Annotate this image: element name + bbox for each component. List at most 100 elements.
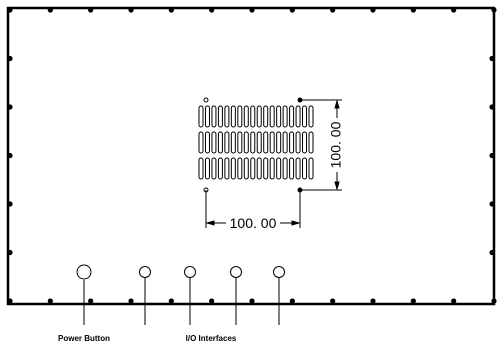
mounting-hole — [451, 7, 457, 13]
vent-slot — [224, 131, 230, 154]
vent-slot — [237, 157, 243, 180]
vent-slot — [276, 157, 282, 180]
mounting-hole — [7, 104, 13, 110]
vent-slot — [256, 157, 262, 180]
power-button — [76, 264, 92, 280]
vent-slot — [263, 131, 269, 154]
mounting-hole — [489, 55, 495, 62]
mounting-hole — [47, 298, 53, 304]
vent-slot — [224, 157, 230, 180]
vent-slot — [250, 157, 256, 180]
power-button-label: Power Button — [58, 334, 110, 343]
vent-slot — [217, 131, 223, 154]
mounting-hole — [289, 298, 295, 304]
vent-slot — [217, 157, 223, 180]
mounting-hole — [7, 298, 13, 304]
mounting-hole — [491, 298, 497, 304]
vent-slot — [224, 105, 230, 128]
mounting-hole — [410, 7, 416, 13]
vent-slot — [198, 105, 204, 128]
mounting-hole — [370, 7, 376, 13]
horizontal-dimension-label: 100. 00 — [230, 215, 277, 231]
vent-slot — [198, 157, 204, 180]
io-port-3 — [230, 266, 242, 278]
mounting-hole — [451, 298, 457, 304]
io-port-4 — [273, 266, 285, 278]
mounting-hole — [7, 55, 13, 62]
io-port-1 — [139, 266, 151, 278]
vent-slot — [204, 131, 210, 154]
panel-outline — [6, 6, 496, 306]
vent-slot — [250, 131, 256, 154]
vent-slot — [308, 157, 314, 180]
vent-slot — [217, 105, 223, 128]
vent-slot — [276, 105, 282, 128]
vent-slot — [230, 157, 236, 180]
vent-slot — [250, 105, 256, 128]
vent-slot — [269, 105, 275, 128]
mounting-hole — [489, 152, 495, 159]
io-interfaces-label: I/O Interfaces — [186, 334, 237, 343]
vent-slot — [230, 105, 236, 128]
vent-slot — [269, 131, 275, 154]
callout-leaders — [83, 278, 280, 325]
vent-slot — [289, 131, 295, 154]
vent-slot — [295, 131, 301, 154]
vent-slot — [282, 157, 288, 180]
mounting-hole — [209, 7, 215, 13]
mounting-hole — [128, 298, 134, 304]
mounting-hole — [88, 298, 94, 304]
mounting-hole — [168, 298, 174, 304]
mounting-hole — [489, 201, 495, 207]
vent-slot — [263, 105, 269, 128]
mounting-hole — [370, 298, 376, 304]
mounting-hole — [330, 7, 336, 13]
vent-slot — [211, 131, 217, 154]
vent-slot — [263, 157, 269, 180]
vent-slot-grid — [198, 105, 314, 180]
vent-slot — [256, 105, 262, 128]
mounting-hole — [249, 298, 255, 304]
mounting-hole — [489, 249, 495, 256]
vent-slot — [230, 131, 236, 154]
vent-slot — [204, 105, 210, 128]
vent-slot — [211, 105, 217, 128]
vesa-hole-top-left — [203, 97, 209, 103]
vent-slot — [276, 131, 282, 154]
mounting-hole — [168, 7, 174, 13]
mounting-hole — [7, 152, 13, 159]
vent-slot — [198, 131, 204, 154]
vent-slot — [237, 131, 243, 154]
vent-slot — [302, 131, 308, 154]
mounting-holes — [7, 7, 497, 304]
vent-slot — [295, 105, 301, 128]
horizontal-dimension — [205, 190, 301, 228]
mounting-hole — [330, 298, 336, 304]
mounting-hole — [410, 298, 416, 304]
mounting-hole — [209, 298, 215, 304]
vertical-dimension — [300, 99, 342, 191]
bottom-ports — [76, 264, 285, 280]
vertical-dimension-label: 100. 00 — [328, 121, 344, 168]
mounting-hole — [128, 7, 134, 13]
vent-slot — [302, 105, 308, 128]
vent-slot — [243, 157, 249, 180]
mounting-hole — [47, 7, 53, 13]
vent-slot — [308, 105, 314, 128]
vent-slot — [295, 157, 301, 180]
mounting-hole — [491, 7, 497, 13]
vent-slot — [204, 157, 210, 180]
mounting-hole — [88, 7, 94, 13]
vent-slot — [243, 131, 249, 154]
vent-slot — [237, 105, 243, 128]
vent-slot — [256, 131, 262, 154]
vent-slot — [282, 105, 288, 128]
mounting-hole — [7, 249, 13, 256]
io-port-2 — [184, 266, 196, 278]
mounting-hole — [289, 7, 295, 13]
mounting-hole — [7, 7, 13, 13]
mounting-hole — [249, 7, 255, 13]
vent-slot — [269, 157, 275, 180]
mounting-hole — [7, 201, 13, 207]
vent-slot — [308, 131, 314, 154]
